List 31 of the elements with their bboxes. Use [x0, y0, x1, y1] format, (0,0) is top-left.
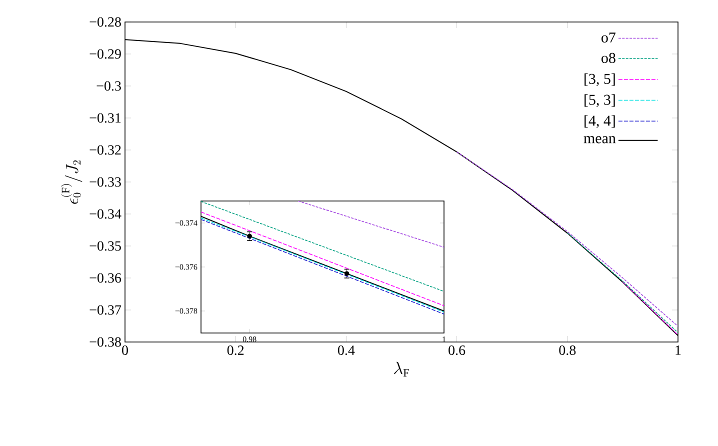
legend-label: mean	[584, 136, 616, 144]
y-tick-label: −0.3	[96, 81, 121, 91]
legend-label: [5, 3]	[584, 94, 615, 108]
x-tick-label: 0.8	[559, 346, 576, 356]
x-tick-label: 1	[676, 346, 681, 355]
y-tick-label: −0.33	[90, 177, 121, 187]
y-tick-label: −0.376	[175, 264, 198, 270]
x-tick-label: 1	[442, 336, 446, 342]
y-tick-label: −0.34	[90, 209, 122, 219]
x-tick-label: 0.4	[338, 346, 355, 356]
x-tick-label: 0	[122, 346, 128, 355]
y-tick-label: −0.29	[90, 49, 121, 59]
x-tick-label: 0.2	[227, 346, 244, 356]
legend-label: o7	[602, 32, 616, 43]
y-tick-label: −0.31	[90, 113, 121, 123]
y-tick-label: −0.38	[90, 337, 121, 347]
y-tick-label: −0.32	[90, 145, 121, 155]
y-tick-label: −0.37	[90, 305, 122, 315]
y-tick-label: −0.378	[175, 308, 198, 314]
y-tick-label: −0.35	[90, 241, 121, 251]
y-axis-title: $\epsilon_0^{(\mathrm{F})}/J_2$	[61, 160, 82, 204]
y-tick-label: −0.28	[90, 17, 121, 27]
legend-label: [3, 5]	[584, 73, 615, 86]
x-tick-label: 0.6	[448, 346, 466, 356]
legend-label: [4, 4]	[584, 115, 615, 128]
line-series	[456, 152, 678, 327]
y-tick-label: −0.36	[90, 273, 122, 283]
x-tick-label: 0.98	[242, 336, 256, 342]
x-axis-title: $\lambda_\mathrm{F}$	[394, 362, 409, 376]
y-tick-label: −0.374	[175, 220, 198, 226]
legend-label: o8	[602, 52, 616, 64]
